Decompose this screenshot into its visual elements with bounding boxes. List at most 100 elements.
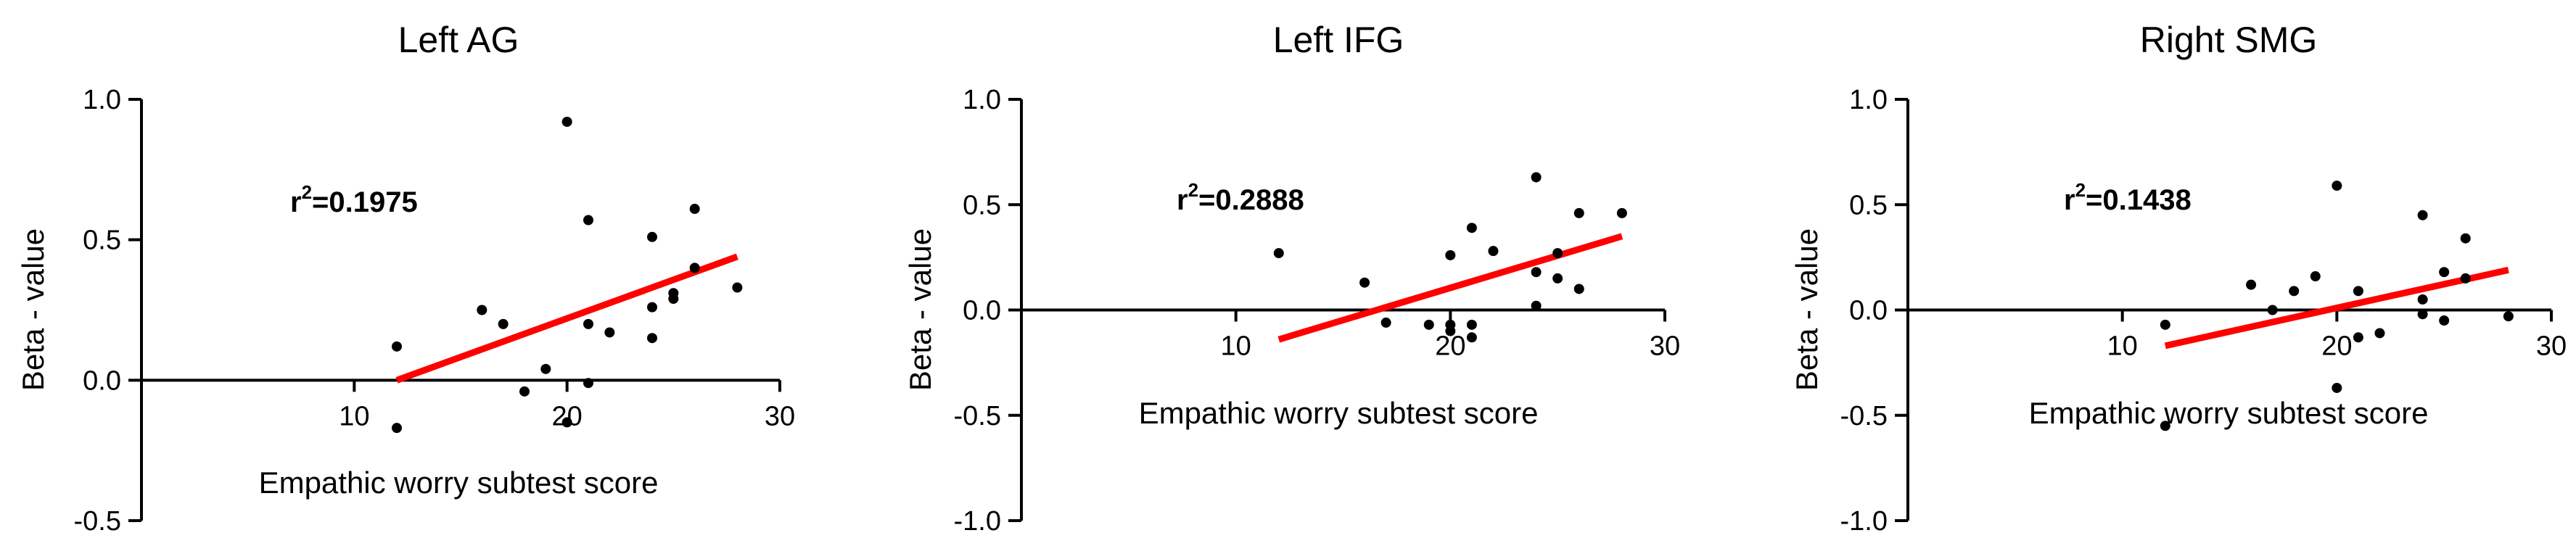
x-tick-label: 10 <box>339 401 369 431</box>
data-point <box>1423 319 1434 330</box>
data-point <box>1531 267 1542 278</box>
x-axis-label: Empathic worry subtest score <box>1139 396 1539 430</box>
y-tick-label: -0.5 <box>954 401 1001 431</box>
regression-line <box>395 253 738 384</box>
data-point <box>2374 328 2385 339</box>
data-point <box>2503 311 2514 322</box>
data-point <box>1531 300 1542 311</box>
y-axis-label: Beta - value <box>1790 228 1824 391</box>
data-point <box>647 333 657 344</box>
y-tick-label: 1.0 <box>963 85 1001 115</box>
data-point <box>2160 421 2170 431</box>
data-point <box>2439 267 2450 278</box>
data-point <box>2332 181 2342 191</box>
data-point <box>2160 319 2170 330</box>
r-squared-value: =0.1438 <box>2086 184 2192 216</box>
data-point <box>1531 172 1542 183</box>
r-squared-annotation: r2=0.1438 <box>2064 179 2192 216</box>
x-tick-label: 30 <box>1650 331 1680 362</box>
data-point <box>2353 332 2363 343</box>
data-point <box>519 386 530 397</box>
data-point <box>1380 317 1391 328</box>
y-tick-label: 1.0 <box>1849 85 1888 115</box>
regression-line <box>2164 266 2509 350</box>
y-tick-label: -0.5 <box>1840 401 1888 431</box>
x-tick-label: 30 <box>2536 331 2567 362</box>
y-tick-label: -1.0 <box>954 506 1001 537</box>
y-tick-label: 0.5 <box>83 226 121 256</box>
x-axis-label: Empathic worry subtest score <box>259 466 659 500</box>
data-point <box>1466 332 1477 343</box>
data-point <box>583 215 593 226</box>
data-point <box>1552 273 1563 284</box>
data-point <box>392 341 402 352</box>
data-point <box>1488 246 1499 257</box>
data-point <box>2267 305 2278 315</box>
r-squared-superscript: 2 <box>2075 179 2086 201</box>
data-point <box>2353 286 2363 297</box>
data-point <box>2460 233 2471 244</box>
data-point <box>647 302 657 313</box>
y-tick-label: 0.5 <box>963 190 1001 220</box>
data-point <box>1445 326 1456 336</box>
data-point <box>1552 248 1563 259</box>
data-point <box>1445 249 1456 260</box>
data-point <box>2439 315 2450 326</box>
data-point <box>1466 223 1477 233</box>
r-squared-annotation: r2=0.1975 <box>290 181 418 218</box>
chart-title: Left IFG <box>1273 20 1404 60</box>
data-point <box>498 318 509 329</box>
data-point <box>2460 273 2471 284</box>
data-point <box>2246 279 2257 290</box>
data-point <box>2310 271 2321 282</box>
data-point <box>561 116 572 127</box>
data-point <box>1616 207 1627 218</box>
data-point <box>583 318 593 329</box>
data-point <box>1573 207 1584 218</box>
r-squared-prefix: r <box>290 186 302 218</box>
y-axis-label: Beta - value <box>903 228 937 391</box>
r-squared-superscript: 2 <box>302 181 312 203</box>
r-squared-prefix: r <box>2064 184 2075 216</box>
data-point <box>477 305 487 315</box>
data-point <box>561 417 572 428</box>
x-tick-label: 10 <box>1221 331 1251 362</box>
data-point <box>583 378 593 389</box>
data-point <box>668 288 679 299</box>
x-tick-label: 30 <box>765 401 795 431</box>
y-tick-label: -1.0 <box>1840 506 1888 537</box>
data-point <box>1466 319 1477 330</box>
data-point <box>2417 294 2428 305</box>
r-squared-superscript: 2 <box>1188 179 1198 201</box>
data-point <box>1359 277 1370 288</box>
x-tick-label: 10 <box>2107 331 2138 362</box>
x-axis-label: Empathic worry subtest score <box>2029 396 2429 430</box>
data-point <box>647 231 657 242</box>
data-point <box>2289 286 2300 297</box>
data-point <box>1573 284 1584 294</box>
chart-panel-2: Left IFG-1.0-0.50.00.51.010 20 30Empathic … <box>903 20 1680 537</box>
y-axis-label: Beta - value <box>16 228 50 391</box>
r-squared-value: =0.2888 <box>1198 184 1304 216</box>
r-squared-value: =0.1975 <box>312 186 418 218</box>
regression-line <box>1277 233 1624 343</box>
y-tick-label: 0.0 <box>83 365 121 396</box>
x-tick-label: 20 <box>2321 331 2352 362</box>
data-point <box>392 423 402 434</box>
data-point <box>732 282 743 293</box>
y-tick-label: 1.0 <box>83 85 121 115</box>
data-point <box>2417 309 2428 320</box>
y-tick-label: 0.0 <box>963 296 1001 326</box>
data-point <box>604 327 615 338</box>
chart-title: Right SMG <box>2140 20 2318 60</box>
data-point <box>2417 210 2428 220</box>
data-point <box>540 363 551 374</box>
y-tick-label: 0.0 <box>1849 296 1888 326</box>
r-squared-annotation: r2=0.2888 <box>1177 179 1304 216</box>
r-squared-prefix: r <box>1177 184 1188 216</box>
chart-panel-3: Right SMG -1.0 -0.5 0.0 0.5 1.0 10 20 30 Empathic… <box>1790 20 2567 537</box>
chart-title: Left AG <box>398 20 519 60</box>
